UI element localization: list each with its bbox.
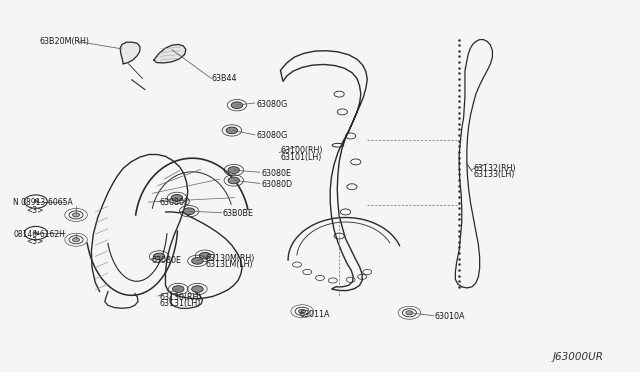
Polygon shape bbox=[154, 44, 186, 63]
Text: 63130(RH): 63130(RH) bbox=[159, 293, 202, 302]
Text: 63B44: 63B44 bbox=[211, 74, 237, 83]
Circle shape bbox=[172, 195, 182, 201]
Text: 63B0BE: 63B0BE bbox=[223, 209, 254, 218]
Text: 63080E: 63080E bbox=[152, 256, 181, 264]
Circle shape bbox=[173, 286, 184, 292]
Text: 63080G: 63080G bbox=[256, 131, 287, 141]
Text: 63B20M(RH): 63B20M(RH) bbox=[39, 37, 89, 46]
Text: 63130M(RH): 63130M(RH) bbox=[205, 254, 255, 263]
Text: 63080D: 63080D bbox=[159, 198, 190, 207]
Text: 63132(RH): 63132(RH) bbox=[473, 164, 516, 173]
Text: 63080D: 63080D bbox=[261, 180, 292, 189]
Text: 63131(LH): 63131(LH) bbox=[159, 299, 200, 308]
Circle shape bbox=[154, 253, 165, 260]
Circle shape bbox=[24, 227, 47, 240]
Text: 63100(RH): 63100(RH) bbox=[280, 146, 323, 155]
Circle shape bbox=[226, 127, 237, 134]
Circle shape bbox=[228, 177, 239, 184]
Circle shape bbox=[191, 257, 203, 264]
Text: 08146-6162H: 08146-6162H bbox=[13, 230, 65, 239]
Text: 63010A: 63010A bbox=[435, 312, 465, 321]
Text: N: N bbox=[33, 199, 38, 204]
Circle shape bbox=[199, 252, 211, 259]
Text: <3>: <3> bbox=[26, 237, 44, 246]
Circle shape bbox=[191, 286, 203, 292]
Text: 63080E: 63080E bbox=[261, 169, 291, 177]
Circle shape bbox=[24, 195, 47, 208]
Polygon shape bbox=[120, 42, 140, 64]
Circle shape bbox=[72, 238, 79, 242]
Text: 63080G: 63080G bbox=[256, 100, 287, 109]
Circle shape bbox=[299, 309, 306, 313]
Circle shape bbox=[228, 167, 239, 173]
Circle shape bbox=[183, 208, 195, 215]
Text: 63101(LH): 63101(LH) bbox=[280, 153, 322, 161]
Text: 6313LM(LH): 6313LM(LH) bbox=[205, 260, 253, 269]
Circle shape bbox=[406, 311, 413, 315]
Text: J63000UR: J63000UR bbox=[553, 352, 604, 362]
Circle shape bbox=[231, 102, 243, 109]
Text: N: N bbox=[33, 231, 38, 235]
Circle shape bbox=[72, 213, 79, 217]
Text: N 08913-6065A: N 08913-6065A bbox=[13, 198, 73, 207]
Text: 63133(LH): 63133(LH) bbox=[473, 170, 515, 179]
Text: 63011A: 63011A bbox=[300, 311, 330, 320]
Text: <3>: <3> bbox=[26, 206, 44, 215]
